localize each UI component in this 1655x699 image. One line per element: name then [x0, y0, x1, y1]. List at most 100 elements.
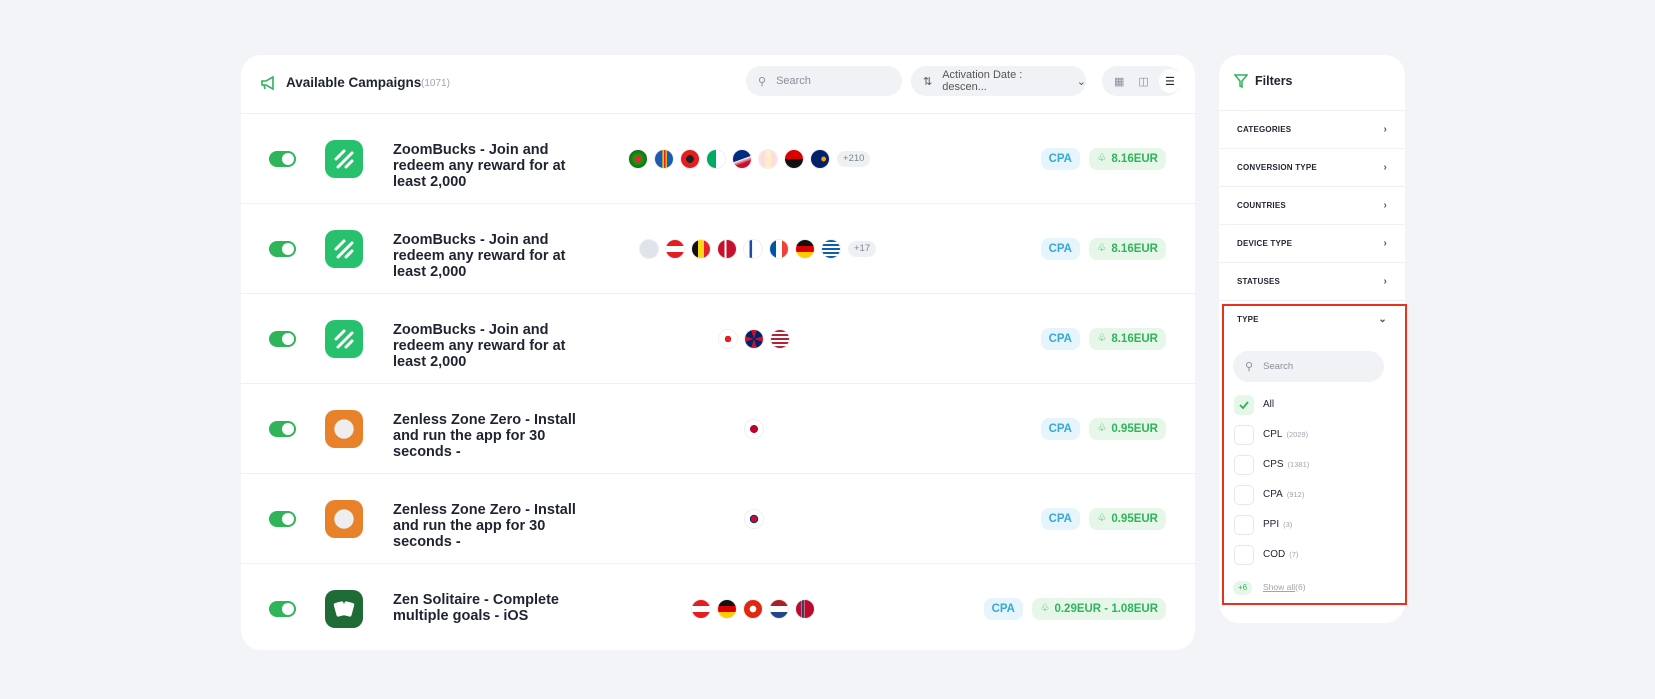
- more-countries[interactable]: +17: [848, 241, 877, 257]
- show-all-link[interactable]: Show all(6): [1263, 582, 1306, 592]
- status-toggle[interactable]: [269, 331, 296, 347]
- option-label: All: [1263, 399, 1275, 410]
- payout: 0.29EUR - 1.08EUR: [1054, 603, 1158, 615]
- campaign-logo: [325, 500, 363, 538]
- status-toggle[interactable]: [269, 421, 296, 437]
- campaign-name: Zen Solitaire - Complete multiple goals …: [393, 592, 559, 624]
- country-flag: [655, 150, 673, 168]
- campaign-row[interactable]: Zenless Zone Zero - Install and run the …: [241, 383, 1195, 473]
- campaign-row[interactable]: ZoomBucks - Join and redeem any reward f…: [241, 113, 1195, 203]
- type-option[interactable]: All: [1263, 399, 1274, 410]
- title: Available Campaigns: [286, 75, 422, 90]
- type-option[interactable]: COD (7): [1263, 549, 1298, 560]
- country-flag: [796, 240, 814, 258]
- filter-section[interactable]: CONVERSION TYPE ›: [1219, 148, 1405, 186]
- filter-icon: [1234, 74, 1248, 89]
- country-flag: [811, 150, 829, 168]
- country-flags: [692, 600, 952, 618]
- country-flag: [744, 600, 762, 618]
- country-flags: [745, 420, 1005, 438]
- checkbox[interactable]: [1234, 485, 1254, 505]
- type-badge: CPA: [1040, 148, 1080, 170]
- option-count: (2029): [1286, 430, 1309, 439]
- type-option[interactable]: CPL (2029): [1263, 429, 1308, 440]
- campaign-row[interactable]: ZoomBucks - Join and redeem any reward f…: [241, 203, 1195, 293]
- chevron: ›: [1383, 162, 1387, 173]
- campaigns-card: Available Campaigns (1071) ⚲ Search ⇅ Acti…: [241, 55, 1195, 650]
- type-option[interactable]: CPS (1381): [1263, 459, 1309, 470]
- campaign-name: ZoomBucks - Join and redeem any reward f…: [393, 322, 566, 370]
- campaign-row[interactable]: Zen Solitaire - Complete multiple goals …: [241, 563, 1195, 653]
- filter-section[interactable]: DEVICE TYPE ›: [1219, 224, 1405, 262]
- campaign-row[interactable]: Zenless Zone Zero - Install and run the …: [241, 473, 1195, 563]
- country-flag: [759, 150, 777, 168]
- country-flag: [681, 150, 699, 168]
- filter-section[interactable]: COUNTRIES ›: [1219, 186, 1405, 224]
- highlight-box: [1222, 304, 1407, 605]
- more-badge: +6: [1233, 581, 1253, 595]
- search-box[interactable]: ⚲ Search: [746, 66, 902, 96]
- payout-badge: 8.16EUR ♧: [1089, 238, 1166, 260]
- country-flag: [745, 510, 763, 528]
- filter-section[interactable]: CATEGORIES ›: [1219, 110, 1405, 148]
- option-label: CPA: [1263, 489, 1283, 500]
- checkbox[interactable]: [1234, 425, 1254, 445]
- status-toggle[interactable]: [269, 151, 296, 167]
- type-badge: CPA: [983, 598, 1023, 620]
- country-flag: [719, 330, 737, 348]
- type-badge: CPA: [1040, 328, 1080, 350]
- payout: 0.95EUR: [1111, 423, 1158, 435]
- checkbox[interactable]: [1234, 515, 1254, 535]
- status-toggle[interactable]: [269, 511, 296, 527]
- payout: 8.16EUR: [1111, 333, 1158, 345]
- filter-section[interactable]: TYPE ⌄: [1219, 300, 1405, 338]
- type-option[interactable]: PPI (3): [1263, 519, 1292, 530]
- status-toggle[interactable]: [269, 241, 296, 257]
- country-flags: +210: [629, 150, 889, 168]
- country-flag: [745, 420, 763, 438]
- country-flag: [770, 240, 788, 258]
- filter-section-label: CONVERSION TYPE: [1237, 163, 1317, 172]
- type-option[interactable]: CPA (912): [1263, 489, 1304, 500]
- country-flag: [692, 600, 710, 618]
- type-search-placeholder: Search: [1263, 361, 1294, 372]
- campaign-icon: [261, 75, 274, 91]
- payout: 8.16EUR: [1111, 153, 1158, 165]
- country-flag: [666, 240, 684, 258]
- payout: 8.16EUR: [1111, 243, 1158, 255]
- checkbox[interactable]: [1234, 395, 1254, 415]
- payout-icon: ♧: [1097, 423, 1107, 434]
- option-count: (1381): [1287, 460, 1310, 469]
- sort-label: Activation Date : descen...: [942, 69, 1023, 93]
- country-flag: [822, 240, 840, 258]
- checkbox[interactable]: [1234, 545, 1254, 565]
- chevron: ›: [1383, 200, 1387, 211]
- type-badge: CPA: [1040, 508, 1080, 530]
- columns-view[interactable]: ◫: [1138, 75, 1149, 88]
- show-all-count: (6): [1295, 582, 1306, 592]
- campaign-logo: [325, 410, 363, 448]
- filter-section[interactable]: STATUSES ›: [1219, 262, 1405, 300]
- status-toggle[interactable]: [269, 601, 296, 617]
- payout-icon: ♧: [1097, 333, 1107, 344]
- view-toggle: ▦ ◫ ☰: [1102, 66, 1181, 96]
- type-badge: CPA: [1040, 238, 1080, 260]
- country-flag: [707, 150, 725, 168]
- more-countries[interactable]: +210: [837, 151, 871, 167]
- option-label: CPL: [1263, 429, 1283, 440]
- campaign-row[interactable]: ZoomBucks - Join and redeem any reward f…: [241, 293, 1195, 383]
- campaign-name: Zenless Zone Zero - Install and run the …: [393, 502, 576, 550]
- list-view[interactable]: ☰: [1158, 69, 1181, 93]
- checkbox[interactable]: [1234, 455, 1254, 475]
- payout-icon: ♧: [1097, 153, 1107, 164]
- type-search[interactable]: ⚲ Search: [1233, 351, 1384, 382]
- grid-view[interactable]: ▦: [1114, 75, 1125, 88]
- payout-icon: ♧: [1040, 603, 1050, 614]
- country-flags: [719, 330, 979, 348]
- option-label: CPS: [1263, 459, 1284, 470]
- country-flag: [692, 240, 710, 258]
- sort-select[interactable]: ⇅ Activation Date : descen... ⌄: [911, 66, 1086, 96]
- country-flags: +17: [640, 240, 900, 258]
- payout-badge: 8.16EUR ♧: [1089, 328, 1166, 350]
